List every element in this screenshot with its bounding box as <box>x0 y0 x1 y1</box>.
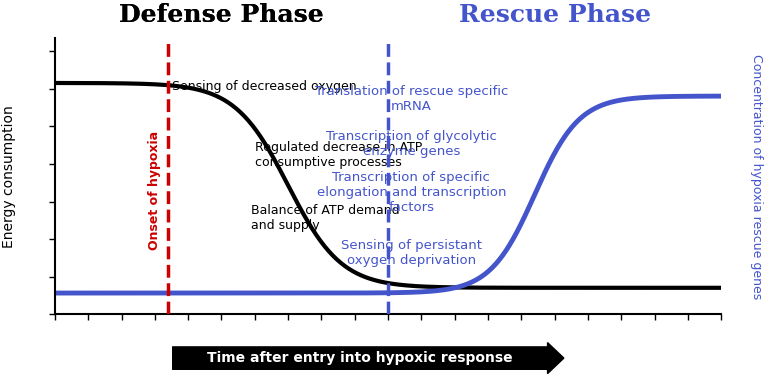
FancyArrow shape <box>172 343 564 374</box>
Text: Defense Phase: Defense Phase <box>119 3 324 27</box>
Text: Energy consumption: Energy consumption <box>2 105 16 247</box>
Text: Balance of ATP demand
and supply: Balance of ATP demand and supply <box>252 203 400 232</box>
Text: Sensing of decreased oxygen: Sensing of decreased oxygen <box>172 80 356 93</box>
Text: Concentration of hypoxia rescue genes: Concentration of hypoxia rescue genes <box>750 54 763 299</box>
Text: Defense Phase: Defense Phase <box>119 3 324 27</box>
Text: Regulated decrease in ATP
consumptive processes: Regulated decrease in ATP consumptive pr… <box>255 141 422 170</box>
Text: Rescue Phase: Rescue Phase <box>459 3 651 27</box>
Text: Transcription of specific
elongation and transcription
factors: Transcription of specific elongation and… <box>317 171 506 214</box>
Text: Translation of rescue specific
mRNA: Translation of rescue specific mRNA <box>314 85 508 113</box>
Text: Onset of hypoxia: Onset of hypoxia <box>147 130 161 250</box>
Text: Transcription of glycolytic
enzyme genes: Transcription of glycolytic enzyme genes <box>326 131 497 159</box>
Text: Time after entry into hypoxic response: Time after entry into hypoxic response <box>207 351 513 365</box>
Text: Sensing of persistant
oxygen deprivation: Sensing of persistant oxygen deprivation <box>341 239 482 267</box>
